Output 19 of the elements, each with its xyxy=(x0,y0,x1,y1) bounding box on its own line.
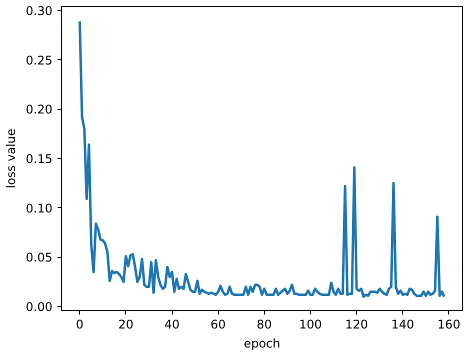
x-tick-label: 40 xyxy=(164,318,180,332)
x-tick-label: 80 xyxy=(256,318,272,332)
y-tick-label: 0.30 xyxy=(26,4,52,18)
x-tick-label: 20 xyxy=(118,318,134,332)
y-tick-label: 0.25 xyxy=(26,53,52,68)
x-tick-label: 0 xyxy=(76,318,84,332)
x-axis-title: epoch xyxy=(244,336,280,350)
y-tick-label: 0.05 xyxy=(26,250,52,265)
y-tick-label: 0.00 xyxy=(26,300,52,314)
y-tick-label: 0.20 xyxy=(26,102,52,117)
x-tick-label: 160 xyxy=(437,318,460,332)
x-tick-label: 140 xyxy=(391,318,414,332)
line-series xyxy=(78,20,446,298)
y-tick-label: 0.15 xyxy=(26,152,52,166)
x-tick-label: 60 xyxy=(210,318,226,332)
y-axis-title: loss value xyxy=(4,128,18,188)
y-tick-label: 0.10 xyxy=(26,201,52,216)
x-tick-label: 100 xyxy=(299,318,322,332)
x-tick-label: 120 xyxy=(345,318,368,332)
